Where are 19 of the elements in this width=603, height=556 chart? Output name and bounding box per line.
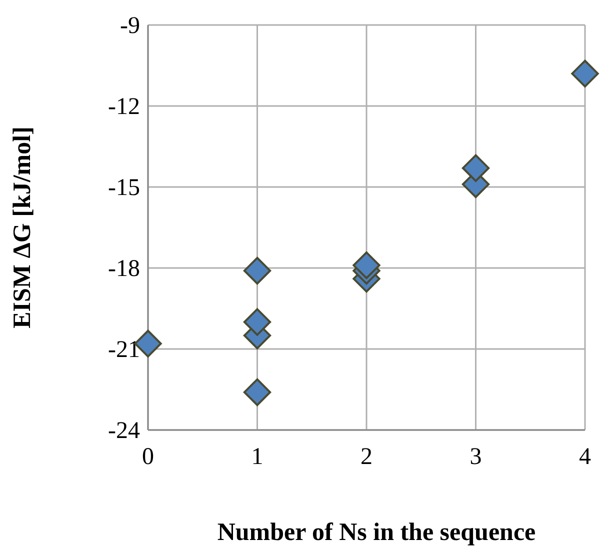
x-tick-label: 2 <box>360 444 372 470</box>
y-tick-label: -24 <box>108 418 140 444</box>
x-tick-label: 0 <box>142 444 154 470</box>
x-tick-label: 4 <box>579 444 591 470</box>
y-tick-label: -21 <box>108 337 140 363</box>
point <box>462 154 490 182</box>
x-tick-label: 1 <box>251 444 264 470</box>
point <box>243 378 272 406</box>
y-axis-title: EISM ΔG [kJ/mol] <box>9 126 36 328</box>
point <box>571 60 599 88</box>
point <box>352 251 380 280</box>
y-tick-label: -12 <box>108 94 140 120</box>
y-tick-label: -9 <box>120 13 140 39</box>
x-axis-title: Number of Ns in the sequence <box>217 519 536 546</box>
y-tick-label: -15 <box>108 175 140 201</box>
x-tick-label: 3 <box>470 444 482 470</box>
y-tick-label: -18 <box>108 256 140 282</box>
point <box>243 308 272 336</box>
point <box>243 256 272 285</box>
